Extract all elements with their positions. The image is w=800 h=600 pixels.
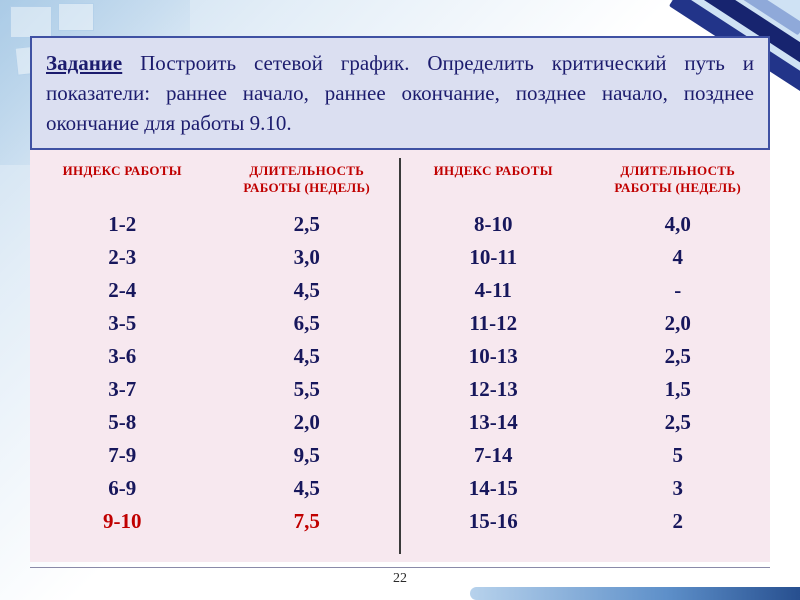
table-body: 1-2 2,5 2-3 3,0 2-4 4,5 3-5 6,5 3-6 4,5 3-7 5,5 5-8 2… — [30, 208, 399, 538]
work-index-cell: 3-7 — [108, 377, 137, 401]
table-row: 15-16 2 — [401, 505, 770, 538]
work-index-cell: 12-13 — [468, 377, 518, 401]
bottom-band-decoration — [470, 587, 800, 600]
task-text: Построить сетевой график. Определить кри… — [46, 51, 754, 135]
table-row: 9-10 7,5 — [30, 505, 399, 538]
duration-cell: 4,0 — [664, 212, 691, 236]
table-row: 3-7 5,5 — [30, 373, 399, 406]
table-row: 7-14 5 — [401, 439, 770, 472]
work-index-cell: 10-11 — [469, 245, 518, 269]
work-index-cell: 5-8 — [108, 410, 137, 434]
work-index-cell: 10-13 — [468, 344, 518, 368]
table-header-row: ИНДЕКС РАБОТЫ ДЛИТЕЛЬНОСТЬ РАБОТЫ (НЕДЕЛ… — [401, 162, 770, 196]
table-row: 10-13 2,5 — [401, 340, 770, 373]
duration-cell: 4,5 — [293, 278, 320, 302]
duration-cell: 3,0 — [293, 245, 320, 269]
duration-cell: 2,5 — [664, 344, 691, 368]
tables-panel: ИНДЕКС РАБОТЫ ДЛИТЕЛЬНОСТЬ РАБОТЫ (НЕДЕЛ… — [30, 150, 770, 562]
duration-cell: 6,5 — [293, 311, 320, 335]
collage-square — [58, 3, 94, 31]
work-index-cell: 7-9 — [108, 443, 137, 467]
work-index-cell: 13-14 — [468, 410, 518, 434]
task-label: Задание — [46, 51, 123, 75]
duration-cell: 3 — [672, 476, 684, 500]
work-index-cell: 14-15 — [468, 476, 518, 500]
duration-cell: 2 — [672, 509, 684, 533]
work-index-cell: 3-6 — [108, 344, 137, 368]
column-header-duration: ДЛИТЕЛЬНОСТЬ РАБОТЫ (НЕДЕЛЬ) — [243, 163, 371, 195]
work-index-cell: 3-5 — [108, 311, 137, 335]
left-table: ИНДЕКС РАБОТЫ ДЛИТЕЛЬНОСТЬ РАБОТЫ (НЕДЕЛ… — [30, 150, 399, 562]
work-index-cell: 6-9 — [108, 476, 137, 500]
table-row: 8-10 4,0 — [401, 208, 770, 241]
column-header-work-index: ИНДЕКС РАБОТЫ — [62, 163, 182, 178]
work-index-cell: 11-12 — [469, 311, 518, 335]
duration-cell: 4,5 — [293, 476, 320, 500]
footer-line — [30, 567, 770, 568]
duration-cell: 1,5 — [664, 377, 691, 401]
duration-cell: 9,5 — [293, 443, 320, 467]
duration-cell: - — [674, 278, 682, 302]
table-row: 6-9 4,5 — [30, 472, 399, 505]
duration-cell: 4,5 — [293, 344, 320, 368]
duration-cell: 5 — [672, 443, 684, 467]
work-index-cell: 4-11 — [474, 278, 512, 302]
duration-cell: 2,5 — [293, 212, 320, 236]
table-row: 2-4 4,5 — [30, 274, 399, 307]
column-header-duration: ДЛИТЕЛЬНОСТЬ РАБОТЫ (НЕДЕЛЬ) — [614, 163, 742, 195]
work-index-cell: 9-10 — [103, 509, 142, 533]
table-row: 2-3 3,0 — [30, 241, 399, 274]
duration-cell: 2,0 — [664, 311, 691, 335]
page-number: 22 — [393, 571, 407, 586]
duration-cell: 2,0 — [293, 410, 320, 434]
work-index-cell: 7-14 — [474, 443, 513, 467]
column-header-work-index: ИНДЕКС РАБОТЫ — [433, 163, 553, 178]
table-header-row: ИНДЕКС РАБОТЫ ДЛИТЕЛЬНОСТЬ РАБОТЫ (НЕДЕЛ… — [30, 162, 399, 196]
table-row: 10-11 4 — [401, 241, 770, 274]
duration-cell: 7,5 — [293, 509, 320, 533]
right-table: ИНДЕКС РАБОТЫ ДЛИТЕЛЬНОСТЬ РАБОТЫ (НЕДЕЛ… — [401, 150, 770, 562]
duration-cell: 4 — [672, 245, 684, 269]
table-row: 7-9 9,5 — [30, 439, 399, 472]
table-row: 13-14 2,5 — [401, 406, 770, 439]
work-index-cell: 8-10 — [474, 212, 513, 236]
work-index-cell: 1-2 — [108, 212, 137, 236]
table-row: 3-5 6,5 — [30, 307, 399, 340]
duration-cell: 5,5 — [293, 377, 320, 401]
duration-cell: 2,5 — [664, 410, 691, 434]
table-row: 11-12 2,0 — [401, 307, 770, 340]
table-row: 3-6 4,5 — [30, 340, 399, 373]
table-row: 14-15 3 — [401, 472, 770, 505]
work-index-cell: 2-4 — [108, 278, 137, 302]
task-box: Задание Построить сетевой график. Опреде… — [30, 36, 770, 150]
table-row: 4-11 - — [401, 274, 770, 307]
work-index-cell: 15-16 — [468, 509, 518, 533]
table-row: 5-8 2,0 — [30, 406, 399, 439]
table-row: 1-2 2,5 — [30, 208, 399, 241]
table-row: 12-13 1,5 — [401, 373, 770, 406]
table-divider — [399, 158, 401, 554]
table-body: 8-10 4,0 10-11 4 4-11-11-12 2,0 10-13 2,5 12-13 1… — [401, 208, 770, 538]
collage-square — [10, 6, 52, 38]
work-index-cell: 2-3 — [108, 245, 137, 269]
